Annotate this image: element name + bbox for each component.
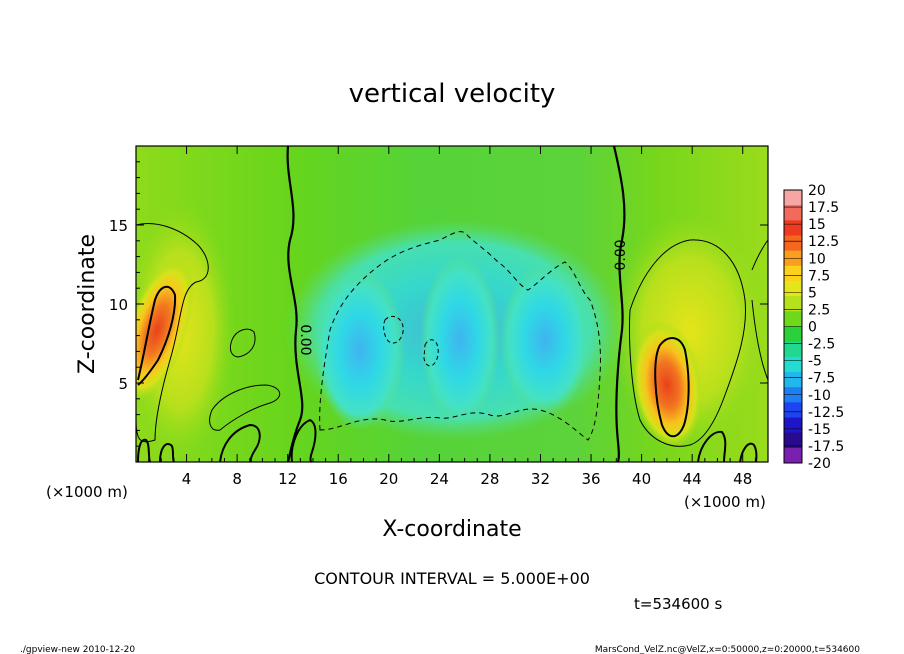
- y-axis: 5 10 15: [109, 161, 768, 447]
- colorbar-segment: [784, 296, 802, 312]
- colorbar-segment: [784, 311, 802, 327]
- x-tick-label: 48: [733, 470, 752, 488]
- x-tick-label: 20: [379, 470, 398, 488]
- x-unit-left: (×1000 m): [46, 483, 128, 501]
- x-tick-label: 8: [232, 470, 242, 488]
- colorbar-label: 10: [808, 251, 826, 267]
- x-tick-label: 44: [683, 470, 702, 488]
- x-tick-label: 28: [480, 470, 499, 488]
- x-tick-label: 4: [182, 470, 192, 488]
- colorbar-segment: [784, 220, 802, 236]
- colorbar-segment: [784, 432, 802, 449]
- colorbar-segment: [784, 402, 802, 418]
- heatmap-field: [136, 146, 768, 462]
- x-tick-label: 16: [329, 470, 348, 488]
- y-tick-label: 10: [109, 296, 128, 314]
- contour-left-lower: [209, 384, 280, 431]
- contour-right-thick: [654, 337, 690, 438]
- colorbar-segment: [784, 356, 802, 373]
- x-axis-label: X-coordinate: [382, 517, 521, 542]
- colorbar-segment: [784, 265, 802, 282]
- colorbar-label: -20: [808, 456, 831, 472]
- zero-contour-left: [286, 146, 304, 462]
- contour-right-thin: [628, 239, 747, 447]
- colorbar-label: -10: [808, 388, 831, 404]
- colorbar-label: -15: [808, 422, 831, 438]
- x-axis: 4 8 12 16 20 24 28 32 36 40 44 48: [148, 146, 756, 488]
- time-text: t=534600 s: [634, 595, 722, 613]
- contour-left-thick: [137, 285, 177, 386]
- colorbar-label: 2.5: [808, 302, 830, 318]
- x-tick-label: 36: [581, 470, 600, 488]
- colorbar-label: 0: [808, 320, 817, 336]
- y-tick-label: 15: [109, 217, 128, 235]
- y-axis-label: Z-coordinate: [75, 234, 100, 374]
- x-tick-label: 40: [632, 470, 651, 488]
- x-unit-right: (×1000 m): [684, 493, 766, 511]
- colorbar-segment: [784, 372, 802, 388]
- footer-right: MarsCond_VelZ.nc@VelZ,x=0:50000,z=0:2000…: [595, 645, 860, 654]
- contour-bottom-lumps: [137, 418, 758, 462]
- chart-title: vertical velocity: [349, 79, 556, 109]
- colorbar-label: -5: [808, 354, 822, 370]
- x-tick-label: 12: [278, 470, 297, 488]
- x-tick-label: 24: [430, 470, 449, 488]
- colorbar-label: -2.5: [808, 337, 835, 353]
- colorbar-label: 20: [808, 183, 826, 199]
- zero-contour-label-right: 0.00: [613, 239, 629, 270]
- colorbar-label: 15: [808, 217, 826, 233]
- colorbar-label: 7.5: [808, 268, 830, 284]
- colorbar-segment: [784, 281, 802, 297]
- colorbar-segment: [784, 326, 802, 343]
- contour-lines: [136, 146, 768, 462]
- colorbar-segment: [784, 235, 802, 252]
- colorbar-label: 5: [808, 285, 817, 301]
- footer-left: ./gpview-new 2010-12-20: [20, 645, 135, 654]
- y-tick-label: 5: [118, 375, 128, 393]
- colorbar-segment: [784, 447, 802, 464]
- zero-contour-right: [612, 146, 626, 462]
- contour-interval-text: CONTOUR INTERVAL = 5.000E+00: [314, 569, 590, 588]
- colorbar-label: -17.5: [808, 439, 844, 455]
- colorbar-segment: [784, 417, 802, 434]
- zero-contour-label-left: 0.00: [297, 324, 313, 355]
- colorbar-segment: [784, 205, 802, 221]
- colorbar-label: 17.5: [808, 200, 839, 216]
- colorbar-segment: [784, 341, 802, 358]
- colorbar-label: 12.5: [808, 234, 839, 250]
- colorbar-label: -7.5: [808, 371, 835, 387]
- x-tick-label: 32: [531, 470, 550, 488]
- contour-left-small: [229, 328, 256, 358]
- contour-left-thin: [136, 223, 209, 443]
- colorbar-segment: [784, 190, 802, 206]
- contour-negative-inner: [383, 316, 439, 367]
- colorbar-label: -12.5: [808, 405, 844, 421]
